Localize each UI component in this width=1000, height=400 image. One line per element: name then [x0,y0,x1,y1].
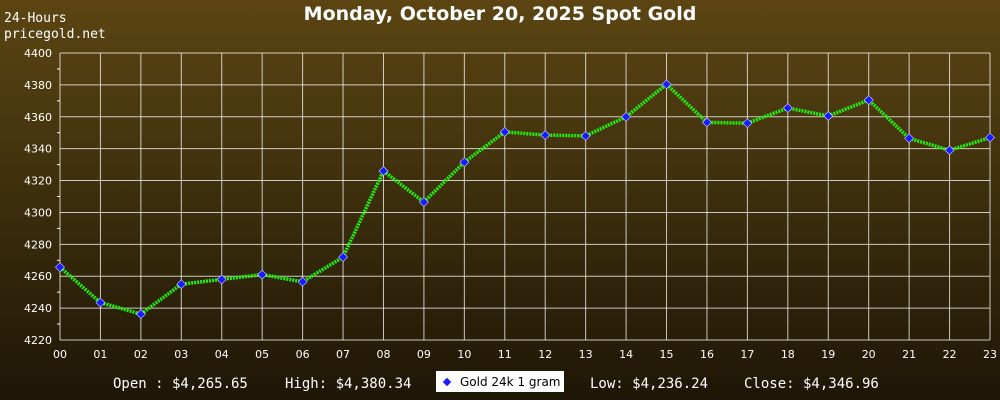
data-point [338,252,348,263]
y-tick-label: 4240 [24,302,52,315]
x-tick-label: 06 [296,348,310,361]
data-point [257,269,268,280]
data-point [297,276,308,287]
y-tick-label: 4340 [24,143,52,156]
data-point [863,95,874,105]
site-label: pricegold.net [4,27,106,42]
x-tick-label: 20 [862,348,876,361]
data-point [95,297,106,308]
x-tick-label: 07 [336,348,350,361]
x-tick-label: 04 [215,348,229,361]
data-point [782,103,793,113]
y-tick-label: 4300 [24,206,52,219]
legend-marker-icon [442,377,452,386]
x-tick-label: 19 [821,348,835,361]
range-label: 24-Hours [4,11,67,26]
high-price: High: $4,380.34 [285,376,412,392]
y-tick-label: 4260 [24,270,52,283]
x-tick-label: 05 [255,348,269,361]
data-point [621,111,632,122]
x-tick-label: 15 [660,348,674,361]
x-tick-label: 01 [93,348,107,361]
data-point [985,132,995,143]
legend-label: Gold 24k 1 gram [460,374,561,389]
x-tick-label: 08 [376,348,390,361]
grid-layer [59,52,991,341]
data-point [499,127,510,137]
y-tick-label: 4360 [24,111,52,124]
data-point [580,130,591,141]
x-tick-label: 13 [579,348,593,361]
data-point [661,79,672,90]
x-tick-label: 18 [781,348,795,361]
series-layer [55,79,995,320]
data-point [378,166,389,176]
y-tick-label: 4320 [24,175,52,188]
y-tick-label: 4400 [24,47,52,60]
x-tick-label: 16 [700,348,714,361]
data-point [418,197,429,208]
data-point [904,133,915,144]
series-line [58,82,991,316]
axis-layer: 4220 4240 4260 4280 4300 4320 4340 4360 4380 4400… [24,47,997,361]
data-point [459,157,470,168]
y-tick-label: 4280 [24,238,52,251]
chart-title: Monday, October 20, 2025 Spot Gold [303,3,697,25]
data-point [702,117,712,128]
x-tick-label: 23 [983,348,997,361]
data-point [742,118,753,129]
data-point [216,274,227,285]
x-tick-label: 09 [417,348,431,361]
x-tick-label: 03 [174,348,188,361]
x-tick-label: 17 [740,348,754,361]
x-tick-label: 22 [943,348,957,361]
x-tick-label: 02 [134,348,148,361]
y-tick-label: 4220 [24,334,52,347]
x-tick-label: 21 [902,348,916,361]
data-point [944,145,955,156]
legend: Gold 24k 1 gram [436,371,564,392]
data-point [135,309,146,320]
x-tick-label: 00 [53,348,67,361]
data-point [55,262,65,273]
y-tick-label: 4380 [24,79,52,92]
x-tick-label: 12 [538,348,552,361]
low-price: Low: $4,236.24 [590,376,709,392]
x-tick-label: 11 [498,348,512,361]
x-tick-label: 10 [457,348,471,361]
open-price: Open : $4,265.65 [113,376,248,392]
x-tick-label: 14 [619,348,633,361]
data-point [823,111,834,121]
close-price: Close: $4,346.96 [744,376,879,392]
data-point [176,279,187,290]
data-point [540,130,551,141]
